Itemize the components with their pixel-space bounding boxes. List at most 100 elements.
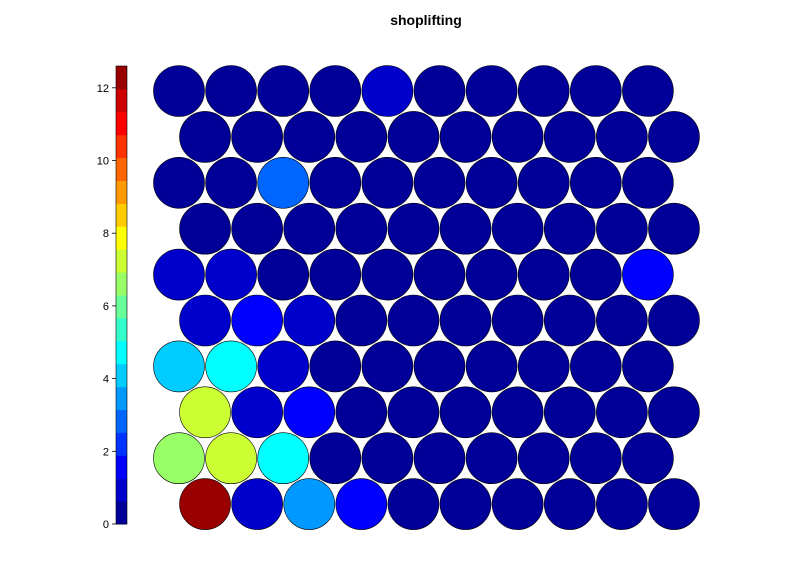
hex-cell xyxy=(387,386,440,439)
colorbar-segment xyxy=(116,501,127,525)
chart-title: shoplifting xyxy=(390,12,462,28)
colorbar-segment xyxy=(116,226,127,250)
colorbar-tick-label: 2 xyxy=(103,446,109,458)
hex-cell xyxy=(361,65,414,117)
hex-cell xyxy=(543,202,596,255)
hex-cell xyxy=(257,157,310,209)
colorbar-segment xyxy=(116,272,127,296)
hex-cell xyxy=(257,65,310,117)
colorbar-ticks: 0 2 4 6 8 10 12 xyxy=(97,83,116,531)
hex-cell xyxy=(231,111,283,163)
hex-cell xyxy=(465,248,518,301)
hex-cell xyxy=(439,478,492,530)
hex-cell xyxy=(413,340,466,393)
colorbar-tick-label: 8 xyxy=(103,228,109,240)
hex-cell xyxy=(439,202,492,255)
colorbar-tick-label: 10 xyxy=(97,156,109,168)
hex-cell xyxy=(413,65,466,117)
hex-cell xyxy=(205,248,257,301)
hex-cell xyxy=(543,294,596,347)
hex-cell xyxy=(205,340,257,393)
hex-cell xyxy=(622,340,674,393)
hex-cell xyxy=(335,386,388,439)
hex-cell xyxy=(569,248,622,301)
hex-cell xyxy=(517,65,570,117)
hex-cell xyxy=(465,432,518,485)
hex-cell xyxy=(283,478,336,530)
hex-cell xyxy=(309,157,362,209)
hex-cell xyxy=(622,65,674,117)
hex-cell xyxy=(361,157,414,209)
hex-cell xyxy=(648,111,700,163)
hex-cell xyxy=(153,157,205,209)
hex-cell xyxy=(231,202,283,255)
colorbar-segment xyxy=(116,180,127,204)
colorbar-tick-label: 0 xyxy=(103,519,109,531)
hex-cell xyxy=(179,478,231,530)
colorbar-segment xyxy=(116,340,127,365)
hex-cell xyxy=(543,386,596,439)
hex-cell xyxy=(309,65,362,117)
hex-cell xyxy=(439,294,492,347)
hex-cell xyxy=(283,294,336,347)
hex-cell xyxy=(257,432,310,485)
colorbar-segment xyxy=(116,203,127,227)
hex-cell xyxy=(569,340,622,393)
hex-cell xyxy=(517,157,570,209)
hex-cell xyxy=(335,111,388,163)
colorbar-tick-label: 4 xyxy=(103,374,109,386)
hex-cell xyxy=(622,432,674,485)
hex-cell xyxy=(361,248,414,301)
hex-cell xyxy=(569,65,622,117)
hex-cell xyxy=(439,111,492,163)
hex-cell xyxy=(153,248,205,301)
hex-cell xyxy=(179,386,231,439)
hex-cell xyxy=(309,248,362,301)
colorbar-segment xyxy=(116,455,127,479)
colorbar-segment xyxy=(116,157,127,181)
colorbar-segment xyxy=(116,409,127,433)
hex-cell xyxy=(491,386,544,439)
hex-cell xyxy=(283,202,336,255)
hex-cell xyxy=(309,432,362,485)
colorbar-segment xyxy=(116,295,127,319)
hex-cell xyxy=(622,248,674,301)
hex-cell xyxy=(309,340,362,393)
hex-cell xyxy=(648,386,700,439)
colorbar-segment xyxy=(116,363,127,388)
hex-cell xyxy=(517,248,570,301)
hex-cell xyxy=(361,432,414,485)
hex-cell xyxy=(205,157,257,209)
hex-cell xyxy=(569,432,622,485)
colorbar-tick-label: 6 xyxy=(103,301,109,313)
hex-cell xyxy=(283,386,336,439)
hex-cell xyxy=(387,111,440,163)
hex-cell xyxy=(361,340,414,393)
hex-cell xyxy=(648,202,700,255)
hex-cell xyxy=(257,340,310,393)
hex-cell xyxy=(179,294,231,347)
hex-cell xyxy=(153,340,205,393)
hex-cell xyxy=(335,202,388,255)
colorbar-segment xyxy=(116,88,127,113)
colorbar-segment xyxy=(116,478,127,502)
hex-cell xyxy=(491,202,544,255)
colorbar-tick-label: 12 xyxy=(97,83,109,95)
hex-cell xyxy=(648,294,700,347)
hex-cell xyxy=(465,157,518,209)
hex-cell xyxy=(205,65,257,117)
hex-cell xyxy=(596,202,648,255)
hex-cell xyxy=(596,478,648,530)
hex-cell xyxy=(257,248,310,301)
colorbar-segment xyxy=(116,386,127,410)
hex-cell xyxy=(205,432,257,485)
hex-cell xyxy=(387,294,440,347)
hex-cell xyxy=(517,340,570,393)
colorbar-segment xyxy=(116,432,127,456)
colorbar-border xyxy=(115,65,128,525)
hex-cell xyxy=(543,111,596,163)
hex-cell xyxy=(543,478,596,530)
hex-cell xyxy=(439,386,492,439)
hex-cell xyxy=(596,386,648,439)
